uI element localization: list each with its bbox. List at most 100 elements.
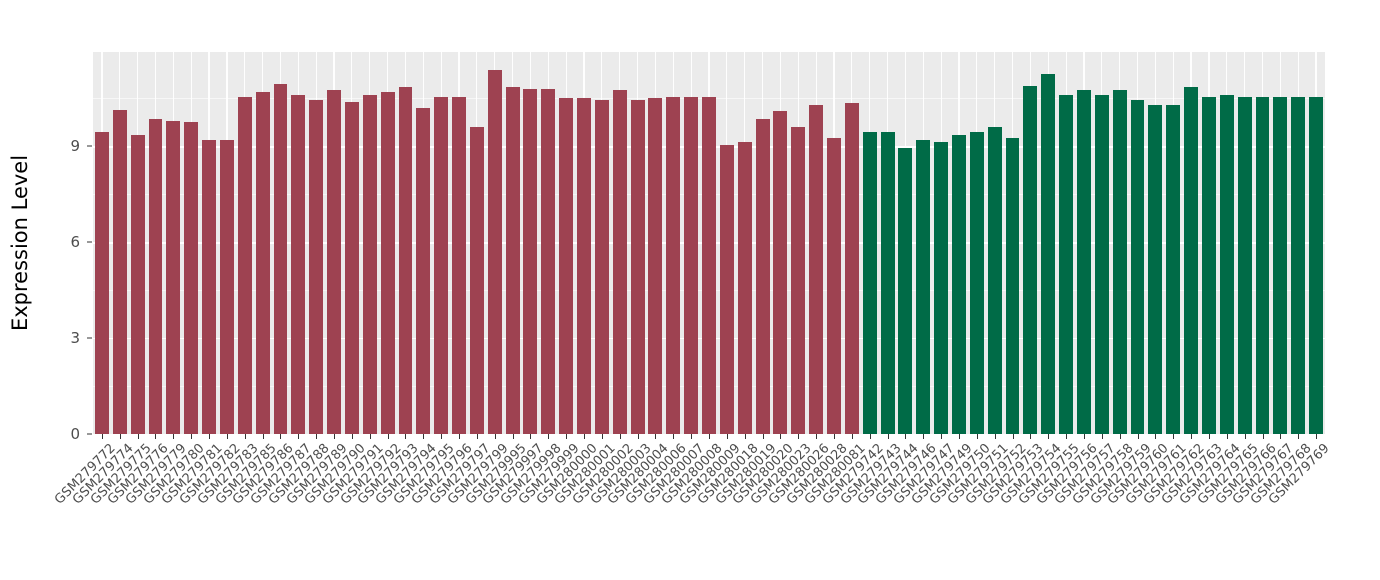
x-axis-tick-mark [887, 434, 889, 439]
x-axis-tick-mark [369, 434, 371, 439]
bar [1255, 96, 1270, 434]
x-axis-tick-mark [387, 434, 389, 439]
bar [94, 131, 109, 434]
x-axis-tick-mark [155, 434, 157, 439]
x-axis-tick-mark [1066, 434, 1068, 439]
x-axis-tick-mark [726, 434, 728, 439]
bar [130, 135, 145, 434]
x-axis-tick-mark [833, 434, 835, 439]
bar [362, 95, 377, 434]
bar [1291, 96, 1306, 434]
x-axis-tick-mark [691, 434, 693, 439]
x-axis-tick-mark [441, 434, 443, 439]
bar [1237, 96, 1252, 434]
y-axis-tick-label: 0 [70, 425, 80, 443]
x-axis-tick-mark [744, 434, 746, 439]
bar [880, 131, 895, 434]
x-axis-tick-mark [1048, 434, 1050, 439]
x-axis-tick-mark [173, 434, 175, 439]
x-axis-tick-mark [423, 434, 425, 439]
x-axis-tick-mark [119, 434, 121, 439]
x-axis-tick-mark [584, 434, 585, 439]
x-axis-tick-mark [1030, 434, 1032, 439]
x-axis-tick-mark [1012, 434, 1014, 439]
bar [255, 91, 270, 434]
x-axis-tick-mark [191, 434, 193, 439]
bar [1112, 90, 1127, 434]
bar [1201, 96, 1216, 434]
bar [1076, 90, 1091, 434]
y-axis-tick-label: 6 [70, 233, 80, 252]
bar [559, 98, 574, 434]
x-axis-tick-mark [905, 434, 907, 439]
y-axis-title: Expression Level [0, 0, 40, 486]
bar [344, 101, 359, 434]
x-axis-tick-mark [923, 434, 925, 439]
x-axis-tick-mark [1119, 434, 1121, 439]
bar [1309, 96, 1324, 434]
bar [1005, 138, 1020, 434]
x-axis-tick-mark [226, 434, 228, 439]
x-axis-tick-mark [1101, 434, 1103, 439]
x-axis-tick-mark [1083, 434, 1085, 439]
bar [523, 88, 538, 434]
bar [434, 96, 449, 434]
bar [237, 96, 252, 434]
bar [380, 91, 395, 434]
bar [452, 96, 466, 434]
y-axis-tick-mark [87, 433, 92, 435]
bar [219, 139, 234, 434]
x-axis-tick-mark [1208, 434, 1210, 439]
x-axis-tick-mark [405, 434, 407, 439]
x-axis-tick-mark [1298, 434, 1300, 439]
x-axis-tick-mark [1155, 434, 1157, 439]
bar [1184, 87, 1199, 434]
x-axis-tick-mark [137, 434, 139, 439]
bar [934, 141, 949, 434]
x-axis-tick-mark [780, 434, 782, 439]
x-axis-tick-mark [851, 434, 853, 439]
x-axis-tick-mark [976, 434, 978, 439]
bar [844, 103, 859, 434]
x-axis-ticks [93, 434, 1325, 440]
x-axis-tick-mark [459, 434, 461, 439]
bar [1059, 95, 1074, 434]
x-axis-tick-mark [869, 434, 871, 439]
bar [1166, 104, 1181, 434]
plot-panel [93, 52, 1325, 434]
bar [612, 90, 627, 434]
x-axis-tick-mark [566, 434, 568, 439]
bar [916, 139, 931, 434]
bar [666, 96, 681, 434]
bar [702, 96, 716, 434]
x-axis-tick-mark [262, 434, 264, 439]
bar [952, 135, 966, 434]
bar [1023, 85, 1038, 434]
bar [416, 107, 431, 434]
y-axis-tick-mark [87, 145, 92, 147]
x-axis-tick-mark [816, 434, 818, 439]
x-axis-tick-mark [1280, 434, 1282, 439]
bar [827, 138, 841, 434]
x-axis-tick-mark [244, 434, 246, 439]
bar [1041, 74, 1056, 434]
x-axis-tick-mark [1191, 434, 1193, 439]
x-axis-tick-mark [298, 434, 300, 439]
bar [202, 139, 217, 434]
x-axis-tick-mark [601, 434, 603, 439]
bar [1219, 95, 1234, 434]
bar [809, 104, 824, 434]
bar [862, 131, 877, 434]
x-axis-tick-mark [798, 434, 800, 439]
bar [273, 83, 288, 434]
x-axis-tick-mark [1262, 434, 1264, 439]
y-axis-tick-mark [87, 337, 92, 339]
x-axis-tick-mark [994, 434, 996, 439]
x-axis-tick-mark [334, 434, 336, 439]
x-axis-tick-mark [1316, 434, 1318, 439]
bar [1094, 95, 1109, 434]
bar [309, 99, 324, 434]
y-axis-tick-mark [87, 241, 92, 243]
x-axis-tick-mark [530, 434, 532, 439]
y-axis-title-text: Expression Level [8, 154, 33, 332]
